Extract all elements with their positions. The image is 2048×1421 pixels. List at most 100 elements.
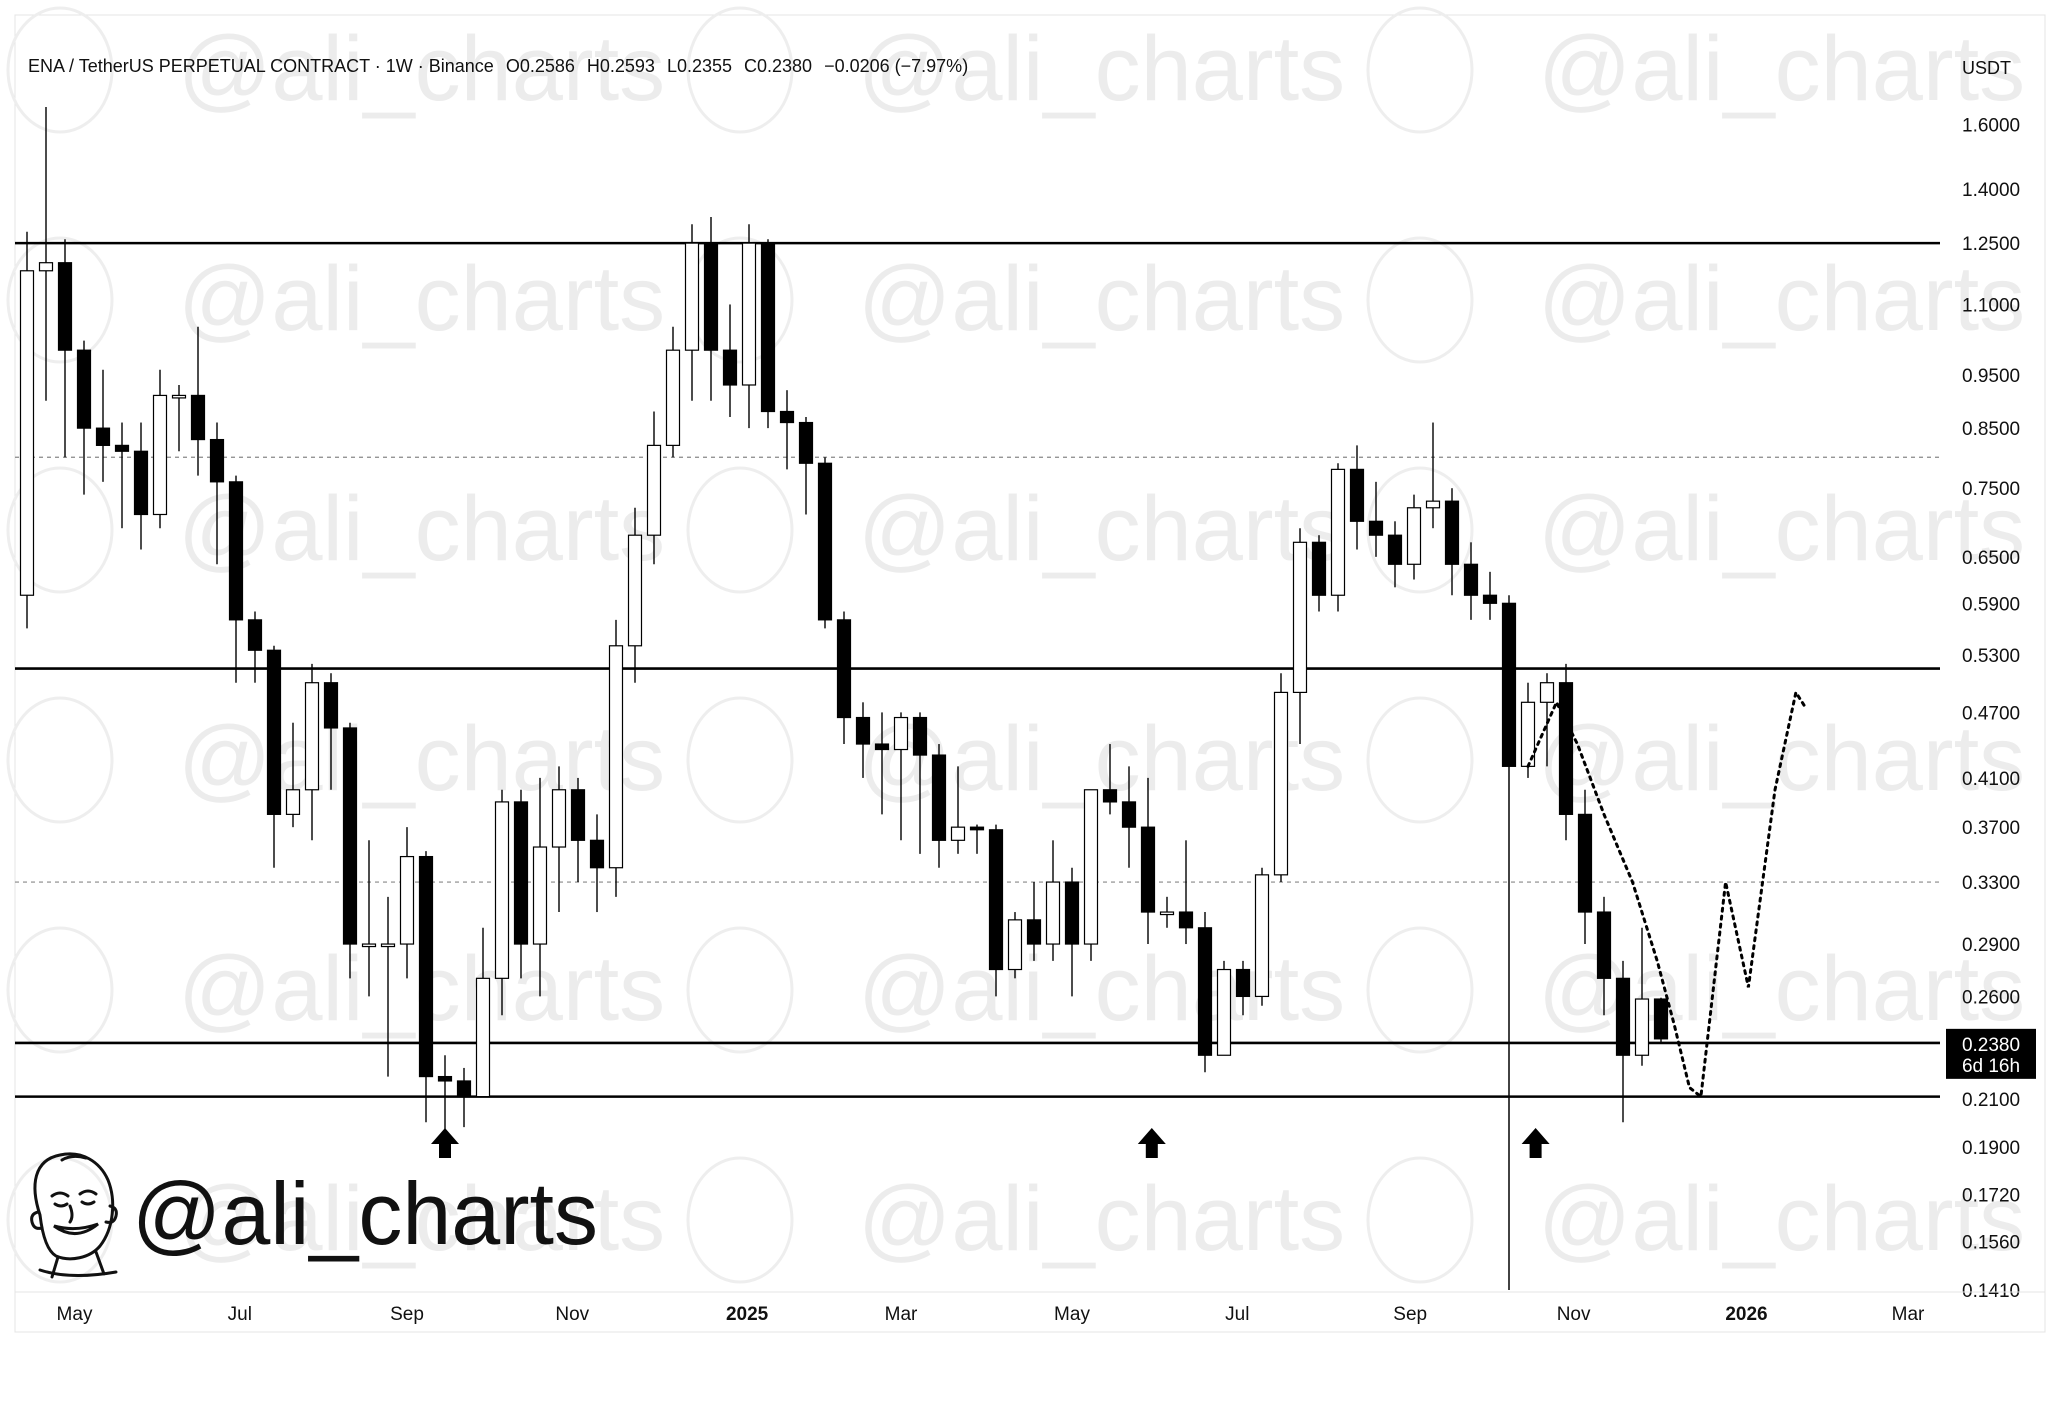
up-arrow-icon [1137, 1128, 1166, 1158]
candle-body-down [1197, 927, 1213, 1056]
watermark-tile: @ali_charts [6, 466, 665, 594]
candle-body-down [912, 716, 928, 756]
x-tick-label: Mar [1892, 1304, 1925, 1325]
watermark-tile: @ali_charts [686, 6, 1345, 134]
candle-body-down [513, 801, 529, 945]
x-tick-label: 2025 [726, 1304, 769, 1325]
candle-body-down [1501, 602, 1517, 767]
candle [1121, 766, 1137, 868]
support-arrows [431, 1128, 1550, 1158]
candle [361, 840, 377, 997]
candle [1311, 535, 1327, 612]
price-axis[interactable]: 1.6000 1.4000 1.2500 1.1000 0.9500 0.8500 0.75… [1962, 116, 2020, 1302]
candle-body-down [1653, 998, 1669, 1040]
watermark-face-icon [686, 6, 794, 134]
candle [133, 422, 149, 550]
candle [722, 304, 738, 417]
candle [1558, 663, 1574, 841]
x-tick-label: Jul [228, 1304, 252, 1325]
candle-body-down [266, 649, 282, 815]
ohlc-close: C0.2380 [744, 56, 812, 76]
watermark-face-icon [6, 466, 114, 594]
candle-body-up [38, 262, 54, 272]
watermark-tile: @ali_charts [6, 236, 665, 364]
candle [152, 369, 168, 529]
candle-body-down [133, 450, 149, 516]
y-tick-label: 1.1000 [1962, 295, 2020, 316]
watermark-tile: @ali_charts [1366, 236, 2025, 364]
time-axis[interactable]: May Jul Sep Nov 2025 Mar May Jul Sep Nov 2026 Mar [15, 1291, 2045, 1325]
candle-body-down [456, 1080, 472, 1098]
chart-frame [14, 14, 2046, 1333]
candle-body-down [418, 855, 434, 1078]
last-price-tag: 0.2380 6d 16h [1946, 1028, 2036, 1079]
candle-body-down [703, 242, 719, 351]
candle-body-up [152, 394, 168, 516]
candle [817, 457, 833, 629]
candle [1444, 488, 1460, 596]
x-tick-label: May [57, 1304, 93, 1325]
candle [437, 1055, 453, 1135]
candle [228, 475, 244, 683]
candle-body-up [665, 349, 681, 446]
candle-body-down [1596, 911, 1612, 979]
y-tick-label: 0.3300 [1962, 873, 2020, 894]
x-tick-label: 2026 [1725, 1304, 1767, 1325]
x-tick-label: Mar [885, 1304, 918, 1325]
candle-body-down [1311, 541, 1327, 596]
candle-body-down [1121, 801, 1137, 828]
candle-body-down [1577, 813, 1593, 913]
candle [323, 673, 339, 790]
candle-body-down [247, 619, 263, 651]
candle [513, 789, 529, 979]
candle-body-down [76, 349, 92, 429]
y-tick-label: 0.3700 [1962, 818, 2020, 839]
candle-body-up [1539, 682, 1555, 703]
candle [76, 340, 92, 495]
watermark-text: @ali_charts [1538, 248, 2025, 350]
y-tick-label: 1.4000 [1962, 180, 2020, 201]
candle-body-down [95, 427, 111, 446]
candle [798, 416, 814, 515]
candle-body-up [1330, 468, 1346, 596]
candle-body-up [1159, 911, 1175, 916]
candle [285, 722, 301, 828]
candle [1178, 840, 1194, 945]
candle [760, 239, 776, 429]
candle-body-down [1064, 881, 1080, 945]
candle-body-down [1482, 594, 1498, 604]
candle-body-up [285, 789, 301, 815]
watermark-text: @ali_charts [178, 248, 665, 350]
y-tick-label: 0.2600 [1962, 987, 2020, 1008]
watermark-face-icon [1366, 1156, 1474, 1284]
candle [190, 326, 206, 476]
candle-body-up [1216, 968, 1232, 1056]
candle [931, 744, 947, 868]
x-tick-label: Nov [555, 1304, 589, 1325]
y-tick-label: 1.2500 [1962, 234, 2020, 255]
y-tick-label: 0.1560 [1962, 1232, 2020, 1253]
candle-body-up [741, 242, 757, 386]
projection-path [1526, 688, 1807, 1100]
candle [1387, 521, 1403, 588]
candle [1273, 673, 1289, 883]
candle [608, 619, 624, 897]
candle-body-up [475, 977, 491, 1098]
candle [532, 777, 548, 997]
watermark-face-icon [686, 696, 794, 824]
candle [1197, 912, 1213, 1073]
candle-body-down [931, 754, 947, 841]
candle-body-up [380, 943, 396, 948]
candle [342, 722, 358, 979]
candle-body-up [171, 394, 187, 399]
candle-body-down [1463, 563, 1479, 596]
watermark-text: @ali_charts [858, 478, 1345, 580]
candle-body-down [437, 1075, 453, 1082]
watermark-tile: @ali_charts [686, 236, 1345, 364]
y-tick-label: 0.4700 [1962, 703, 2020, 724]
watermark-face-icon [6, 236, 114, 364]
candle [874, 712, 890, 815]
candle-body-down [342, 727, 358, 945]
candle-body-up [19, 270, 35, 596]
watermark-text: @ali_charts [1538, 478, 2025, 580]
